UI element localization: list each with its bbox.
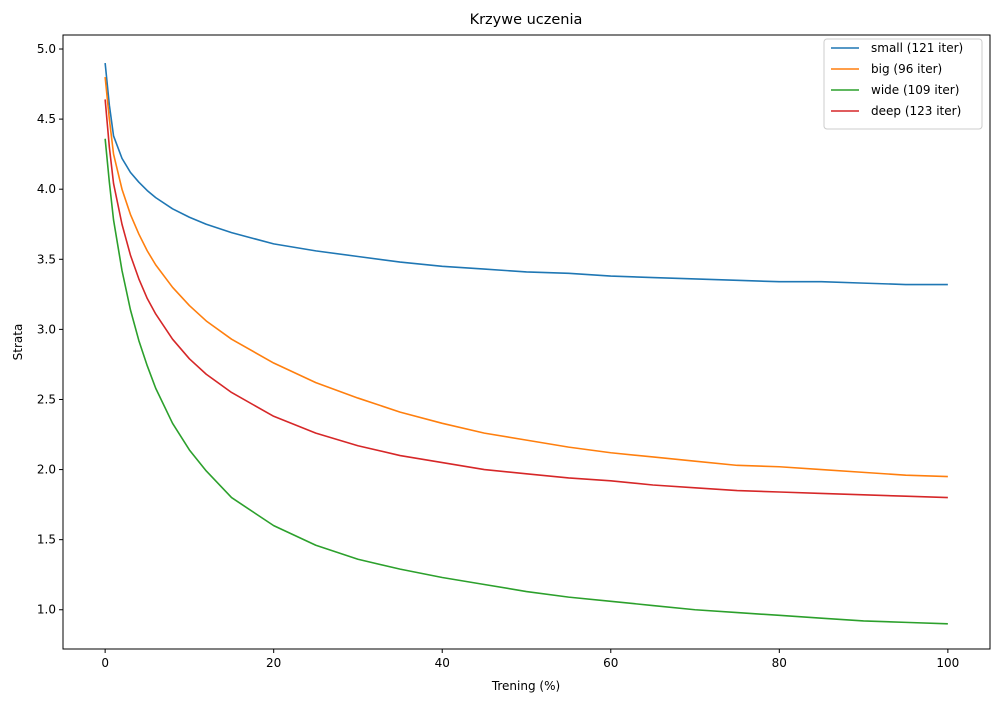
- legend-label: small (121 iter): [871, 41, 963, 55]
- series-line-4: [105, 99, 948, 497]
- y-tick-label: 1.5: [37, 533, 56, 547]
- plot-area: 0 20 40 60 80 100 1.0 1.5 2.0 2.5 3.0 3.5 4.0 4.5 5.0: [37, 35, 990, 670]
- x-tick-label: 0: [101, 656, 109, 670]
- legend: small (121 iter) big (96 iter) wide (109 i…: [824, 39, 982, 129]
- x-tick-label: 40: [435, 656, 450, 670]
- y-tick-label: 4.0: [37, 182, 56, 196]
- y-axis: 1.0 1.5 2.0 2.5 3.0 3.5 4.0 4.5 5.0: [37, 42, 63, 617]
- legend-label: wide (109 iter): [871, 83, 959, 97]
- x-tick-label: 100: [936, 656, 959, 670]
- legend-label: deep (123 iter): [871, 104, 961, 118]
- x-axis: 0 20 40 60 80 100: [101, 649, 959, 670]
- x-tick-label: 20: [266, 656, 281, 670]
- series-line-1: [105, 63, 948, 284]
- x-tick-label: 80: [772, 656, 787, 670]
- chart-title: Krzywe uczenia: [470, 12, 583, 28]
- y-tick-label: 1.0: [37, 603, 56, 617]
- y-tick-label: 2.0: [37, 463, 56, 477]
- y-axis-label: Strata: [11, 324, 25, 361]
- series-layer: [105, 63, 948, 624]
- y-tick-label: 5.0: [37, 42, 56, 56]
- series-line-2: [105, 77, 948, 477]
- y-tick-label: 4.5: [37, 112, 56, 126]
- y-tick-label: 3.5: [37, 252, 56, 266]
- x-tick-label: 60: [603, 656, 618, 670]
- y-tick-label: 3.0: [37, 322, 56, 336]
- series-line-3: [105, 139, 948, 624]
- x-axis-label: Trening (%): [491, 679, 560, 693]
- y-tick-label: 2.5: [37, 392, 56, 406]
- legend-label: big (96 iter): [871, 62, 942, 76]
